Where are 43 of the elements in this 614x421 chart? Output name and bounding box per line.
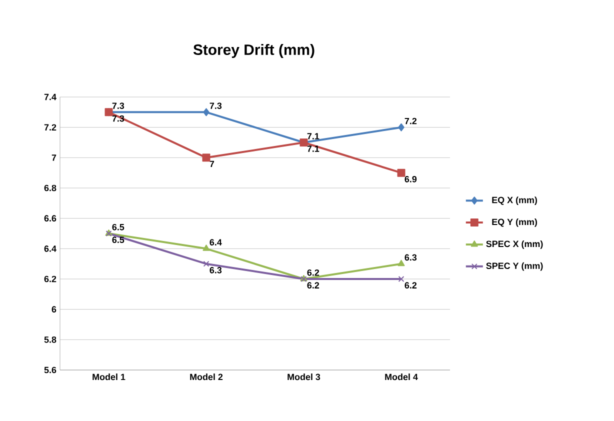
point <box>398 123 404 132</box>
data-label: 7.3 <box>112 102 124 109</box>
y-tick-label: 5.6 <box>44 366 56 374</box>
point <box>203 108 210 116</box>
data-label: 7.1 <box>307 146 320 152</box>
data-label: 7 <box>210 160 214 168</box>
data-label: 6.2 <box>307 282 320 289</box>
y-tick-label: 6.8 <box>44 184 56 192</box>
data-label: 6.3 <box>210 267 222 274</box>
data-label: 7.2 <box>404 118 417 124</box>
data-label: 7.3 <box>112 115 124 122</box>
point <box>202 154 210 162</box>
legend-label: SPEC Y (mm) <box>486 262 543 271</box>
legend-label: EQ Y (mm) <box>492 218 538 227</box>
point <box>397 168 406 177</box>
data-label: 7.1 <box>307 133 320 140</box>
x-tick-label: Model 3 <box>288 374 320 380</box>
x-tick-label: Model 4 <box>385 374 418 380</box>
point <box>203 260 210 267</box>
y-tick-label: 7.4 <box>44 94 56 100</box>
y-tick-label: 5.8 <box>44 336 56 343</box>
legend-label: EQ X (mm) <box>492 196 538 205</box>
x-tick-label: Model 1 <box>92 374 126 380</box>
y-tick-label: 6 <box>52 306 56 313</box>
data-label: 6.2 <box>404 282 417 289</box>
data-label: 6.9 <box>404 176 417 182</box>
y-tick-label: 6.2 <box>44 276 56 282</box>
data-label: 6.4 <box>210 239 222 246</box>
data-label: 7.3 <box>210 102 222 109</box>
data-label: 6.5 <box>112 224 124 230</box>
y-tick-label: 7 <box>52 154 56 161</box>
data-label: 6.2 <box>307 269 320 276</box>
data-label: 6.5 <box>112 236 124 244</box>
y-tick-label: 6.6 <box>44 215 56 222</box>
data-label: 6.3 <box>404 254 417 261</box>
point <box>202 244 210 251</box>
point <box>398 276 404 282</box>
y-tick-label: 6.4 <box>44 245 56 252</box>
y-tick-label: 7.2 <box>44 124 56 130</box>
legend-label: SPEC X (mm) <box>486 240 543 249</box>
x-tick-label: Model 2 <box>190 374 223 380</box>
point <box>398 260 405 266</box>
chart-title: Storey Drift (mm) <box>193 44 314 58</box>
